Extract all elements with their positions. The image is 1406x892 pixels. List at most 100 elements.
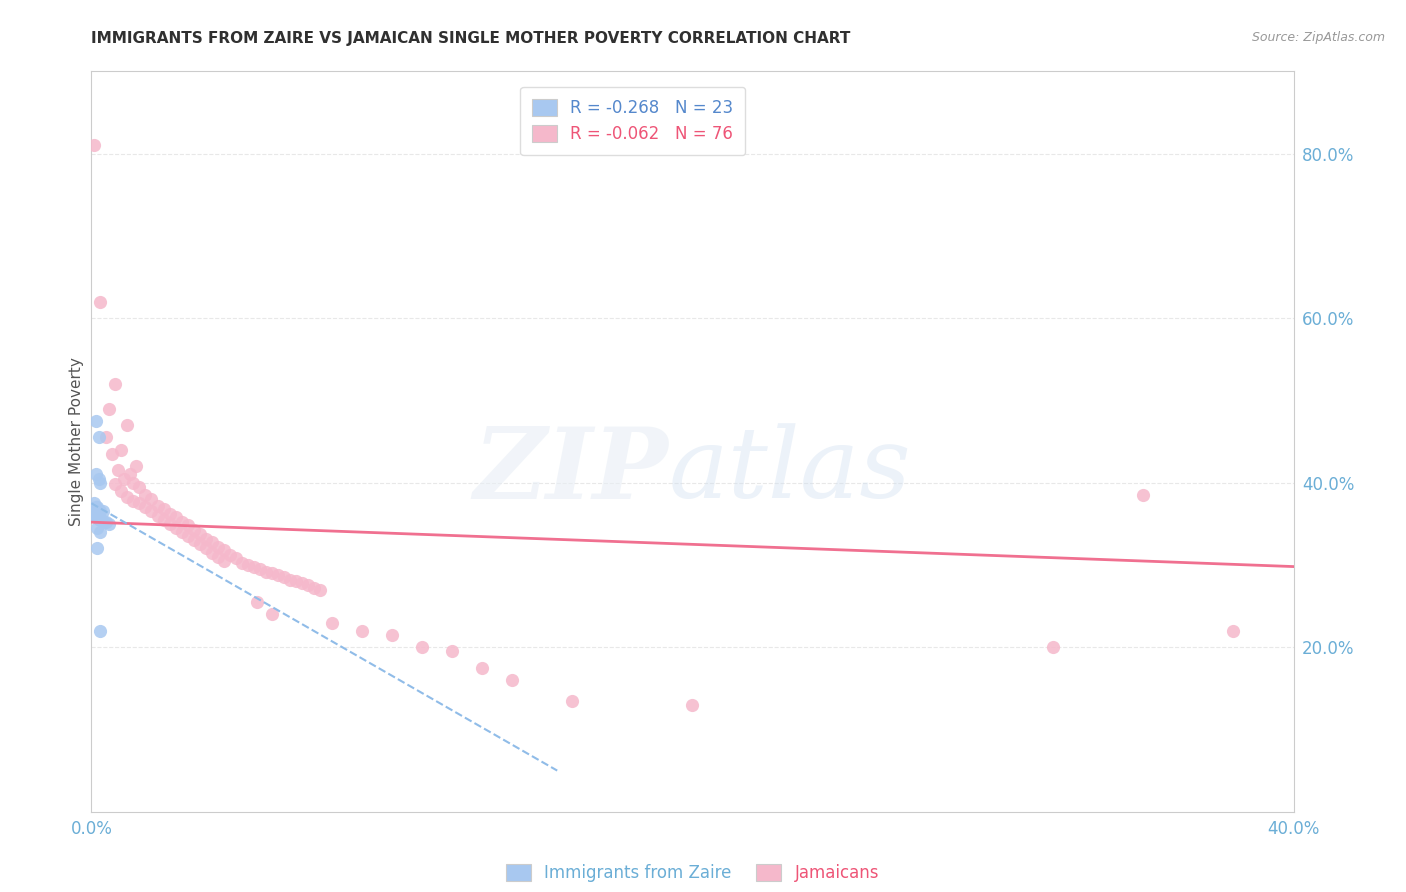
- Text: atlas: atlas: [668, 424, 911, 519]
- Point: [297, 578, 319, 592]
- Point: [87, 512, 110, 526]
- Point: [84, 414, 107, 428]
- Point: [302, 581, 325, 595]
- Point: [183, 533, 205, 548]
- Point: [381, 628, 404, 642]
- Point: [194, 532, 217, 546]
- Point: [84, 500, 107, 515]
- Point: [201, 535, 224, 549]
- Point: [501, 673, 523, 687]
- Point: [128, 480, 150, 494]
- Text: IMMIGRANTS FROM ZAIRE VS JAMAICAN SINGLE MOTHER POVERTY CORRELATION CHART: IMMIGRANTS FROM ZAIRE VS JAMAICAN SINGLE…: [91, 31, 851, 46]
- Point: [86, 521, 108, 535]
- Point: [260, 566, 283, 581]
- Point: [89, 504, 111, 518]
- Point: [120, 467, 142, 482]
- Legend: Immigrants from Zaire, Jamaicans: Immigrants from Zaire, Jamaicans: [499, 857, 886, 888]
- Point: [89, 294, 111, 309]
- Point: [411, 640, 433, 655]
- Point: [96, 430, 118, 444]
- Point: [98, 516, 121, 531]
- Point: [83, 138, 105, 153]
- Point: [83, 508, 105, 523]
- Point: [236, 558, 259, 572]
- Point: [117, 491, 139, 505]
- Point: [188, 526, 211, 541]
- Y-axis label: Single Mother Poverty: Single Mother Poverty: [69, 357, 84, 526]
- Point: [1042, 640, 1064, 655]
- Point: [101, 447, 124, 461]
- Point: [141, 492, 163, 507]
- Point: [159, 507, 181, 521]
- Point: [260, 607, 283, 622]
- Point: [207, 540, 229, 554]
- Point: [212, 543, 235, 558]
- Point: [165, 521, 187, 535]
- Point: [89, 624, 111, 638]
- Point: [254, 565, 277, 579]
- Point: [146, 499, 169, 513]
- Point: [96, 515, 118, 529]
- Point: [350, 624, 373, 638]
- Point: [141, 504, 163, 518]
- Point: [117, 418, 139, 433]
- Point: [98, 401, 121, 416]
- Point: [93, 514, 115, 528]
- Point: [146, 508, 169, 523]
- Point: [128, 496, 150, 510]
- Point: [188, 537, 211, 551]
- Point: [104, 376, 127, 391]
- Point: [246, 595, 269, 609]
- Point: [225, 551, 247, 566]
- Text: ZIP: ZIP: [474, 423, 668, 519]
- Point: [114, 471, 136, 485]
- Point: [440, 644, 463, 658]
- Point: [194, 541, 217, 556]
- Point: [125, 459, 148, 474]
- Point: [207, 549, 229, 564]
- Point: [87, 430, 110, 444]
- Point: [110, 483, 132, 498]
- Point: [170, 515, 193, 529]
- Point: [278, 573, 301, 587]
- Point: [83, 496, 105, 510]
- Point: [1132, 488, 1154, 502]
- Point: [86, 541, 108, 556]
- Point: [89, 524, 111, 539]
- Point: [122, 475, 145, 490]
- Point: [176, 518, 198, 533]
- Point: [152, 513, 174, 527]
- Point: [122, 493, 145, 508]
- Point: [89, 475, 111, 490]
- Point: [471, 661, 494, 675]
- Point: [1222, 624, 1244, 638]
- Point: [291, 576, 314, 591]
- Point: [152, 502, 174, 516]
- Point: [134, 500, 156, 515]
- Point: [249, 562, 271, 576]
- Point: [561, 694, 583, 708]
- Point: [267, 567, 290, 582]
- Point: [183, 524, 205, 538]
- Point: [159, 516, 181, 531]
- Point: [284, 574, 307, 589]
- Point: [86, 500, 108, 515]
- Point: [86, 510, 108, 524]
- Point: [89, 513, 111, 527]
- Point: [321, 615, 343, 630]
- Point: [87, 504, 110, 518]
- Point: [87, 471, 110, 485]
- Text: Source: ZipAtlas.com: Source: ZipAtlas.com: [1251, 31, 1385, 45]
- Point: [84, 508, 107, 523]
- Point: [308, 582, 330, 597]
- Point: [110, 442, 132, 457]
- Point: [84, 467, 107, 482]
- Point: [242, 559, 264, 574]
- Point: [165, 510, 187, 524]
- Point: [134, 488, 156, 502]
- Point: [201, 545, 224, 560]
- Point: [93, 504, 115, 518]
- Point: [170, 524, 193, 539]
- Point: [107, 463, 129, 477]
- Point: [681, 698, 703, 712]
